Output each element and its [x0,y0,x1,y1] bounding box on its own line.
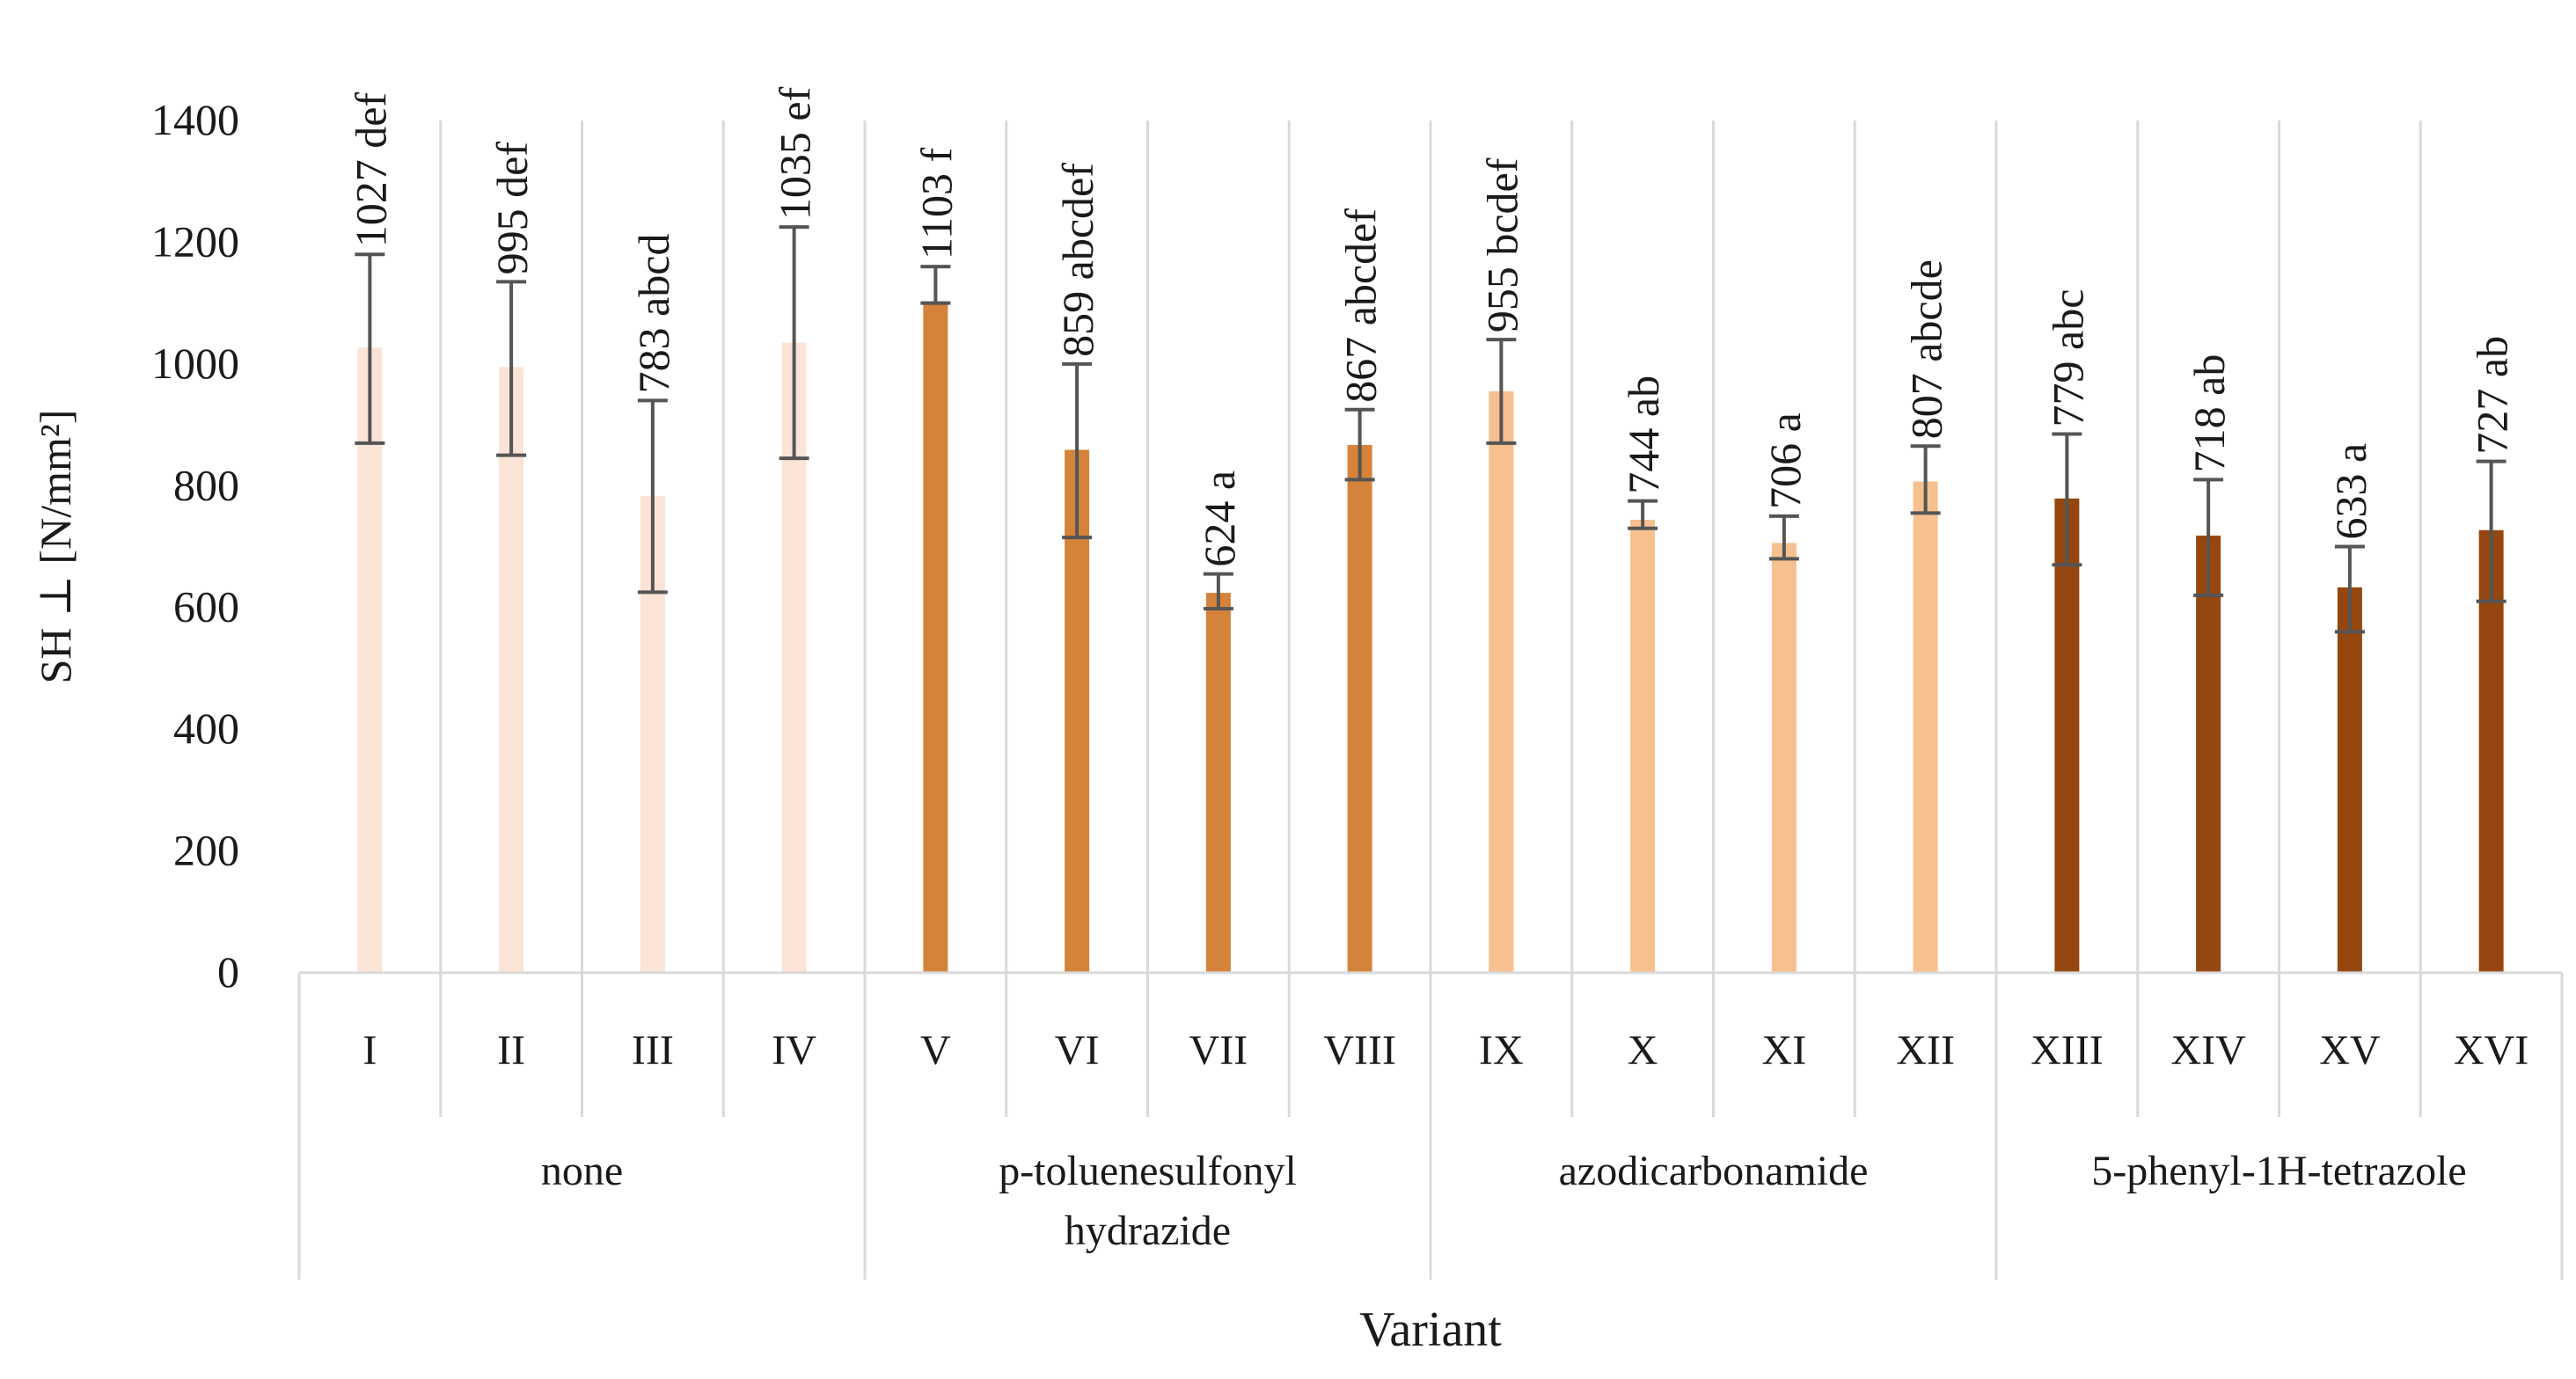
data-label: 995 def [487,142,537,275]
bar-XI [1771,543,1797,973]
data-label: 727 ab [2468,336,2517,455]
category-label: II [497,1027,525,1074]
group-label: p-toluenesulfonyl [999,1148,1297,1194]
y-tick-label: 800 [173,460,239,509]
category-label: IX [1479,1027,1524,1074]
y-tick-label: 200 [173,826,239,875]
data-label: 1027 def [346,92,395,248]
group-label: azodicarbonamide [1559,1148,1869,1194]
bar-VII [1205,593,1231,973]
category-label: I [362,1027,377,1074]
bar-XIII [2054,498,2080,973]
bar-XII [1913,481,1938,973]
y-tick-label: 1000 [151,339,239,388]
data-label: 744 ab [1619,376,1668,494]
data-label: 859 abcdef [1053,163,1102,357]
data-label: 706 a [1760,412,1810,509]
data-label: 783 abcd [629,233,678,393]
data-label: 955 bcdef [1477,157,1526,332]
category-label: VII [1189,1027,1248,1074]
bar-II [499,367,524,973]
y-tick-label: 400 [173,704,239,753]
category-label: XV [2319,1027,2381,1074]
x-axis-title: Variant [1359,1302,1502,1357]
category-label: X [1628,1027,1658,1074]
bar-X [1630,520,1656,973]
y-tick-label: 1400 [151,95,239,144]
category-label: XIV [2170,1027,2246,1074]
category-label: IV [772,1027,816,1074]
data-label: 807 abcde [1902,259,1951,439]
bar-XIV [2196,536,2221,973]
bar-I [357,347,383,973]
y-tick-label: 0 [217,947,239,996]
bar-IX [1489,391,1514,974]
bar-VIII [1347,444,1372,974]
y-tick-label: 600 [173,582,239,631]
bar-XV [2337,587,2362,973]
data-label: 1035 ef [771,86,820,220]
data-label: 779 abc [2043,289,2092,427]
data-label: 624 a [1195,471,1244,567]
category-label: V [920,1027,951,1074]
bar-V [923,301,948,974]
category-label: XI [1762,1027,1807,1074]
data-label: 633 a [2326,443,2375,540]
bar-XVI [2478,529,2504,973]
data-label: 718 ab [2184,354,2234,473]
category-label: XII [1896,1027,1955,1074]
y-tick-label: 1200 [151,216,239,266]
category-label: XVI [2454,1027,2528,1074]
data-label: 867 abcdef [1336,208,1386,403]
category-label: VI [1055,1027,1100,1074]
group-label: 5-phenyl-1H-tetrazole [2091,1148,2466,1194]
category-label: III [632,1027,674,1074]
category-label: XIII [2031,1027,2104,1074]
y-axis-title: SH ⊥ [N/mm²] [31,409,80,683]
group-label: none [541,1148,623,1194]
category-label: VIII [1323,1027,1396,1074]
data-label: 1103 f [911,147,961,259]
group-label: hydrazide [1065,1208,1231,1254]
